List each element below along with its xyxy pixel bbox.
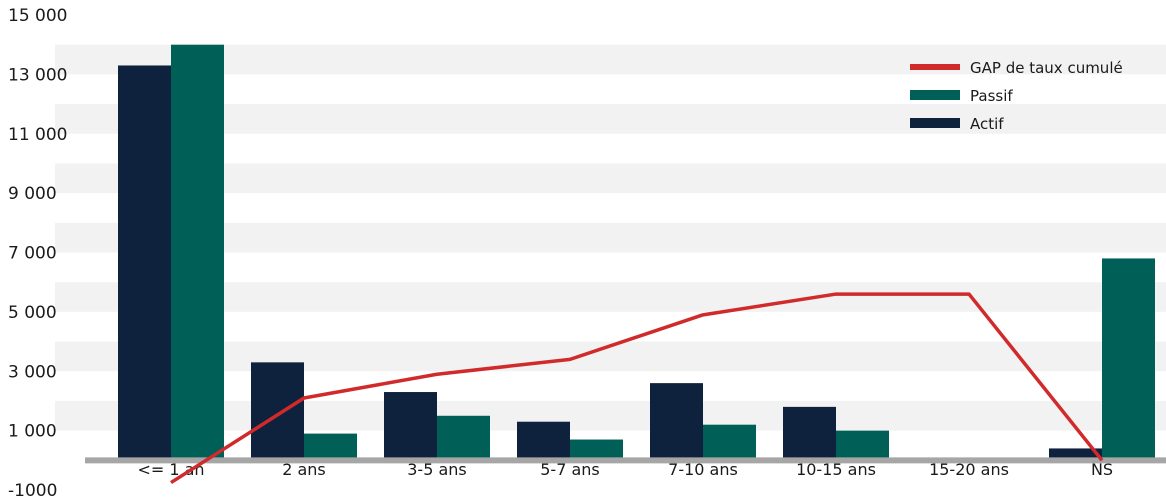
x-tick-label: 7-10 ans	[668, 460, 738, 479]
y-tick-label: 7 000	[8, 244, 57, 264]
bar-actif	[251, 362, 304, 461]
x-tick-label: 10-15 ans	[796, 460, 876, 479]
x-tick-label: <= 1 an	[137, 460, 204, 479]
grid-bands	[55, 44, 1166, 431]
legend-swatch	[910, 118, 960, 128]
bar-passif	[703, 424, 756, 461]
x-tick-label: 2 ans	[282, 460, 326, 479]
legend-swatch	[910, 64, 960, 70]
bar-actif	[650, 383, 703, 461]
x-tick-label: NS	[1091, 460, 1113, 479]
x-axis-ticks: <= 1 an 2 ans 3-5 ans 5-7 ans 7-10 ans 10-15 …	[137, 460, 1113, 479]
bars	[118, 44, 1155, 461]
legend-label: Actif	[970, 115, 1004, 133]
bar-actif	[118, 65, 171, 461]
bar-passif	[1102, 258, 1155, 461]
legend: GAP de taux cumulé Passif Actif	[910, 59, 1123, 133]
x-tick-label: 3-5 ans	[407, 460, 467, 479]
grid-band	[55, 400, 1166, 431]
y-tick-label: 3 000	[8, 362, 57, 382]
legend-swatch	[910, 90, 960, 100]
y-tick-label: 1 000	[8, 422, 57, 442]
legend-label: GAP de taux cumulé	[970, 59, 1123, 77]
line-series	[170, 292, 1104, 485]
x-tick-label: 5-7 ans	[540, 460, 600, 479]
grid-band	[55, 44, 1166, 75]
bar-actif	[783, 406, 836, 461]
y-tick-label: 13 000	[8, 65, 67, 85]
bar-passif	[570, 439, 623, 461]
grid-band	[55, 222, 1166, 253]
bar-actif	[517, 421, 570, 461]
bar-passif	[836, 430, 889, 461]
bar-actif	[1049, 448, 1102, 461]
bar-passif	[304, 433, 357, 461]
x-tick-label: 15-20 ans	[929, 460, 1009, 479]
legend-label: Passif	[970, 87, 1013, 105]
y-axis-ticks: 15 000 13 000 11 000 9 000 7 000 5 000 3 000 1 …	[8, 6, 67, 501]
y-tick-label: -1000	[8, 481, 57, 501]
line-gap-de-taux-cumul	[170, 292, 1104, 485]
y-tick-label: 5 000	[8, 303, 57, 323]
grid-band	[55, 163, 1166, 194]
y-tick-label: 15 000	[8, 6, 67, 26]
bar-actif	[384, 392, 437, 461]
grid-band	[55, 104, 1166, 134]
bar-passif	[437, 415, 490, 461]
bar-passif	[171, 44, 224, 461]
y-tick-label: 11 000	[8, 125, 67, 145]
y-tick-label: 9 000	[8, 184, 57, 204]
